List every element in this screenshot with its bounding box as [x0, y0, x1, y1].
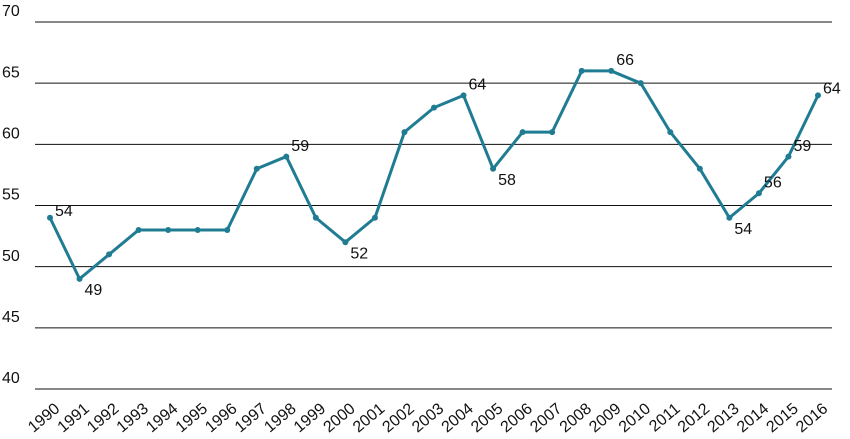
point	[342, 239, 349, 246]
y-tick-label: 50	[2, 248, 20, 265]
x-tick-label: 2008	[557, 400, 595, 436]
y-tick-label: 70	[2, 3, 20, 20]
data-label: 52	[350, 245, 368, 262]
point	[755, 190, 762, 197]
point	[667, 129, 674, 136]
point	[696, 165, 703, 172]
x-tick-label: 2003	[409, 400, 447, 436]
point	[224, 226, 231, 233]
x-tick-label: 2012	[675, 400, 713, 436]
data-label: 66	[616, 52, 634, 69]
point	[371, 214, 378, 221]
point	[312, 214, 319, 221]
x-tick-label: 2000	[320, 400, 358, 436]
x-tick-label: 2004	[439, 400, 477, 436]
y-tick-label: 60	[2, 126, 20, 143]
y-tick-label: 65	[2, 64, 20, 81]
point	[283, 153, 290, 160]
x-tick-label: 1994	[143, 400, 181, 436]
point	[431, 104, 437, 111]
point	[726, 214, 733, 221]
x-tick-label: 2014	[734, 400, 772, 436]
point	[519, 129, 526, 136]
data-label: 56	[764, 174, 782, 191]
line	[48, 69, 820, 281]
x-tick-label: 1996	[202, 400, 240, 436]
data-label: 54	[55, 203, 73, 220]
y-tick-label: 45	[2, 309, 20, 326]
point	[785, 153, 792, 160]
point	[637, 80, 644, 87]
point	[47, 214, 53, 221]
y-tick-label: 55	[2, 187, 20, 204]
point	[490, 165, 497, 172]
x-tick-label: 1992	[84, 400, 122, 436]
point	[106, 251, 113, 258]
x-tick-label: 2005	[468, 400, 506, 436]
y-tick-label: 40	[2, 370, 20, 387]
point	[460, 92, 467, 99]
data-label: 59	[793, 138, 811, 155]
point	[135, 226, 142, 233]
x-tick-label: 2013	[704, 400, 742, 436]
x-tick-label: 1993	[114, 400, 152, 436]
point	[608, 67, 615, 74]
x-tick-label: 1991	[55, 400, 93, 436]
point	[253, 165, 260, 172]
x-tick-label: 1990	[25, 400, 63, 436]
x-tick-label: 2006	[498, 400, 536, 436]
data-label: 64	[823, 81, 841, 98]
x-tick-label: 1995	[173, 400, 211, 436]
x-tick-label: 2009	[586, 400, 624, 436]
x-tick-label: 2015	[764, 400, 802, 436]
data-label: 58	[498, 172, 516, 189]
point	[549, 129, 556, 136]
x-tick-label: 1997	[232, 400, 270, 436]
data-label: 49	[85, 282, 103, 299]
x-tick-label: 1999	[291, 400, 329, 436]
x-tick-label: 2011	[646, 400, 683, 435]
data-label: 54	[734, 221, 752, 238]
x-tick-label: 2001	[350, 400, 388, 436]
data-label: 64	[469, 77, 487, 94]
x-tick-label: 2016	[793, 400, 831, 436]
x-tick-label: 2010	[616, 400, 654, 436]
point	[76, 275, 83, 282]
point	[578, 67, 585, 74]
x-tick-label: 2007	[527, 400, 565, 436]
x-tick-label: 2002	[380, 400, 418, 436]
point	[815, 92, 821, 99]
x-tick-label: 1998	[261, 400, 299, 436]
data-label: 59	[291, 138, 309, 155]
point	[194, 226, 201, 233]
point	[401, 129, 408, 136]
point	[165, 226, 172, 233]
